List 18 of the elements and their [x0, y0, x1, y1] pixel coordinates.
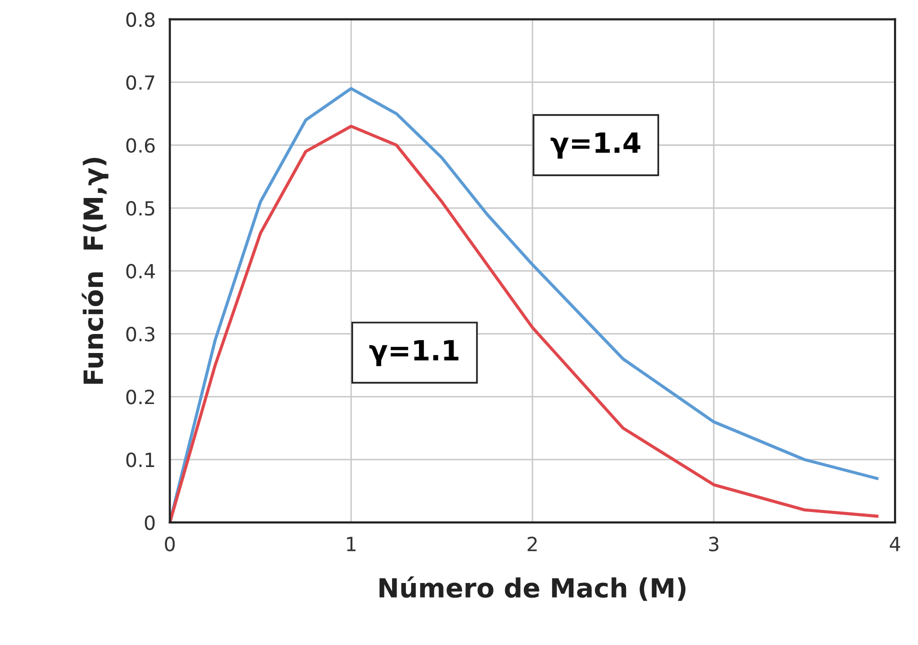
x-tick-label: 3 — [709, 536, 718, 552]
y-tick-label: 0.5 — [126, 200, 154, 216]
y-tick-label: 0 — [144, 515, 155, 530]
x-tick-label: 1 — [347, 536, 356, 552]
y-axis-title: Función F(M,γ) — [82, 158, 108, 384]
annotation: γ=1.4 — [550, 132, 640, 159]
y-tick-label: 0.3 — [126, 326, 154, 342]
x-tick-label: 0 — [164, 536, 175, 552]
y-tick-label: 0.1 — [126, 452, 154, 468]
y-tick-label: 0.7 — [126, 75, 154, 90]
x-tick-label: 4 — [890, 536, 900, 552]
y-tick-label: 0.8 — [126, 12, 155, 28]
y-tick-label: 0.4 — [126, 264, 155, 279]
x-axis-title: Número de Mach (M) — [380, 576, 686, 601]
annotation: γ=1.1 — [369, 340, 458, 366]
y-tick-label: 0.6 — [126, 138, 155, 153]
y-tick-label: 0.2 — [126, 390, 154, 404]
x-tick-label: 2 — [528, 536, 537, 552]
